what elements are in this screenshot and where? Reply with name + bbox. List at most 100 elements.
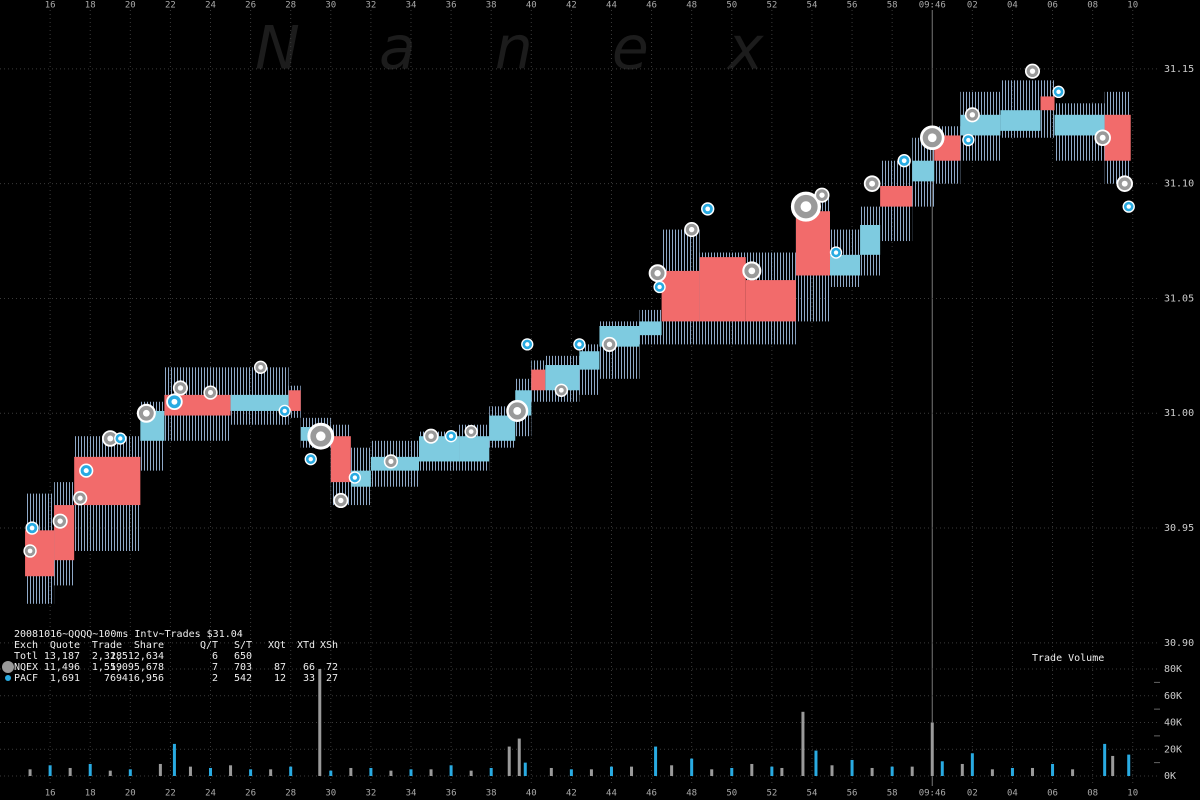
volume-bar	[801, 711, 805, 776]
trade-core	[927, 133, 937, 143]
volume-bar	[830, 765, 834, 776]
y2-tick-label: 20K	[1164, 744, 1182, 755]
x-tick-label: 10	[1127, 1, 1138, 11]
table-header: Q/T	[200, 640, 218, 651]
y2-tick-label: 0K	[1164, 771, 1176, 782]
trade-core	[142, 409, 150, 417]
table-cell: NQEX	[14, 662, 38, 673]
volume-bar	[369, 767, 373, 776]
trade-core	[1121, 180, 1128, 187]
nbbo-band	[1040, 96, 1055, 111]
trade-core	[833, 250, 839, 255]
trade-core	[171, 398, 178, 405]
trade-core	[308, 456, 313, 462]
x-tick-label: 04	[1007, 789, 1018, 799]
x-tick-label: 52	[766, 1, 777, 11]
x-tick-label: 24	[205, 789, 216, 799]
table-cell: 12	[274, 673, 286, 684]
volume-bar	[1030, 767, 1034, 776]
volume-bar	[389, 770, 393, 776]
x-tick-label: 08	[1087, 1, 1098, 11]
x-tick-label: 36	[446, 789, 457, 799]
x-tick-label: 46	[646, 1, 657, 11]
trade-core	[577, 342, 582, 347]
table-cell: 1,095,678	[110, 662, 164, 673]
x-tick-label: 40	[526, 1, 537, 11]
trade-core	[525, 342, 530, 347]
volume-bar	[449, 765, 453, 776]
x-tick-label: 36	[446, 1, 457, 11]
nbbo-band	[639, 321, 662, 336]
table-cell: 416,956	[122, 673, 164, 684]
nbbo-band	[880, 185, 913, 207]
x-tick-label: 26	[245, 1, 256, 11]
volume-bar	[990, 769, 994, 776]
trade-core	[57, 518, 63, 524]
table-cell: 703	[234, 662, 252, 673]
nbbo-band	[230, 394, 289, 411]
table-header: S/T	[234, 640, 252, 651]
x-tick-label: 52	[766, 789, 777, 799]
x-tick-label: 06	[1047, 789, 1058, 799]
volume-bar	[910, 766, 914, 776]
nbbo-band	[54, 505, 75, 561]
x-tick-label: 09:46	[919, 1, 946, 11]
trade-core	[316, 431, 326, 441]
x-tick-label: 04	[1007, 1, 1018, 11]
volume-bar	[710, 769, 714, 776]
table-header: XTd	[297, 640, 315, 651]
x-tick-label: 26	[245, 789, 256, 799]
trade-core	[558, 387, 564, 393]
table-cell: 27	[326, 673, 338, 684]
volume-bar	[690, 758, 694, 776]
volume-bar	[229, 765, 233, 776]
x-tick-label: 56	[847, 789, 858, 799]
volume-bar	[409, 769, 413, 776]
x-tick-label: 48	[686, 1, 697, 11]
x-tick-label: 20	[125, 1, 136, 11]
x-tick-label: 38	[486, 1, 497, 11]
trade-core	[282, 408, 287, 414]
x-tick-label: 50	[726, 1, 737, 11]
y-tick-label: 31.15	[1164, 64, 1194, 75]
trade-core	[258, 364, 264, 370]
nbbo-band	[1000, 110, 1041, 131]
x-tick-label: 02	[967, 1, 978, 11]
volume-bar	[88, 763, 92, 776]
x-tick-label: 44	[606, 789, 617, 799]
volume-bar	[469, 770, 473, 776]
volume-bar	[329, 770, 333, 776]
volume-bar	[750, 763, 754, 776]
y-tick-label: 31.10	[1164, 179, 1194, 190]
trade-core	[606, 341, 613, 348]
table-cell: Totl	[14, 651, 38, 662]
trade-core	[869, 180, 876, 187]
y2-tick-label: 60K	[1164, 691, 1182, 702]
x-tick-label: 22	[165, 789, 176, 799]
x-tick-label: 42	[566, 789, 577, 799]
volume-bar	[780, 767, 784, 776]
trade-core	[338, 497, 344, 504]
watermark: N a n e x	[255, 14, 793, 84]
trade-core	[705, 206, 711, 212]
table-header: XSh	[320, 640, 338, 651]
x-tick-label: 18	[85, 789, 96, 799]
x-tick-label: 30	[325, 1, 336, 11]
table-cell: 769	[104, 673, 122, 684]
table-cell: 1,559	[92, 662, 122, 673]
volume-bar	[48, 765, 52, 776]
table-cell: 7	[212, 662, 218, 673]
trade-core	[1099, 134, 1106, 141]
x-tick-label: 28	[285, 789, 296, 799]
trade-core	[207, 390, 214, 396]
volume-bar	[517, 738, 521, 776]
x-tick-label: 44	[606, 1, 617, 11]
volume-bar	[549, 767, 553, 776]
volume-bar	[609, 766, 613, 776]
trade-core	[901, 158, 907, 164]
volume-bar	[1127, 754, 1131, 776]
volume-bar	[68, 767, 72, 776]
table-header: Quote	[50, 640, 80, 651]
volume-bar	[429, 769, 433, 776]
